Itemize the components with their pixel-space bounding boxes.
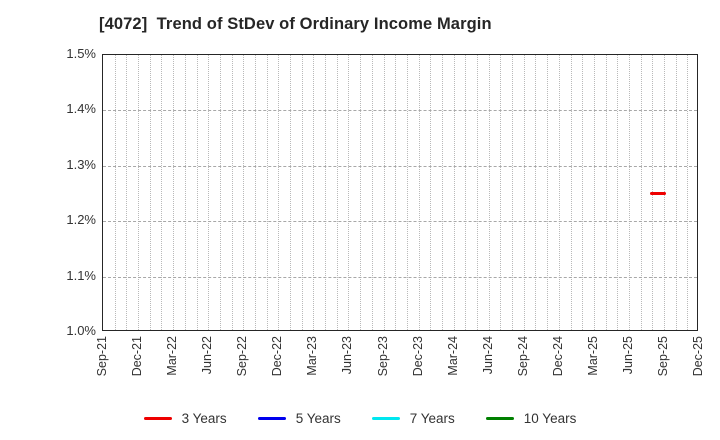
gridline-vertical [477, 55, 478, 330]
gridline-vertical [640, 55, 642, 330]
gridline-vertical [173, 55, 175, 330]
plot-area [102, 54, 698, 331]
gridline-vertical [254, 55, 256, 330]
gridline-vertical [418, 55, 420, 330]
legend-item-3-years: 3 Years [143, 410, 227, 426]
gridline-vertical [406, 55, 408, 330]
x-tick-label: Dec-23 [410, 336, 425, 377]
gridline-vertical [231, 55, 233, 330]
legend-item-7-years: 7 Years [371, 410, 455, 426]
x-tick-label: Jun-22 [200, 336, 215, 375]
gridline-vertical [126, 55, 128, 330]
gridline-vertical [360, 55, 362, 330]
gridline-vertical [184, 55, 186, 330]
legend-line-swatch [371, 416, 400, 420]
gridline-vertical [687, 55, 689, 330]
x-tick-label: Jun-25 [620, 336, 635, 375]
y-tick-label: 1.2% [66, 212, 96, 228]
y-tick-label: 1.3% [66, 156, 96, 172]
gridline-vertical [161, 55, 163, 330]
gridline-horizontal [103, 165, 697, 167]
gridline-vertical [114, 55, 116, 330]
gridline-horizontal [103, 221, 697, 223]
x-tick-label: Dec-25 [691, 336, 705, 377]
gridline-vertical [617, 55, 619, 330]
x-tick-label: Dec-22 [270, 336, 285, 377]
y-tick-label: 1.4% [66, 101, 96, 117]
gridline-vertical [290, 55, 291, 330]
gridline-vertical [547, 55, 549, 330]
gridline-vertical [430, 55, 432, 330]
legend: 3 Years 5 Years 7 Years 10 Years [0, 406, 720, 430]
series-line-3-years [650, 192, 666, 195]
gridline-vertical [383, 55, 385, 330]
gridline-vertical [523, 55, 525, 330]
legend-line-swatch [143, 416, 172, 420]
gridline-vertical [441, 55, 443, 330]
gridline-vertical [138, 55, 140, 330]
legend-label: 5 Years [295, 410, 341, 426]
y-tick-label: 1.5% [66, 46, 96, 61]
x-tick-label: Mar-25 [585, 336, 600, 376]
gridline-horizontal [103, 276, 697, 278]
gridline-vertical [535, 55, 537, 330]
gridline-vertical [570, 55, 572, 330]
gridline-vertical [325, 55, 326, 330]
gridline-vertical [593, 55, 595, 330]
chart-title: [4072] Trend of StDev of Ordinary Income… [99, 15, 492, 33]
x-tick-label: Jun-23 [340, 336, 355, 375]
legend-line-swatch [257, 416, 286, 420]
x-tick-label: Sep-24 [515, 336, 530, 377]
gridline-vertical [453, 55, 455, 330]
legend-label: 10 Years [523, 410, 577, 426]
gridline-vertical [558, 55, 560, 330]
y-tick-label: 1.1% [66, 267, 96, 283]
gridline-vertical [371, 55, 373, 330]
gridline-vertical [266, 55, 268, 330]
gridline-vertical [605, 55, 607, 330]
x-tick-label: Sep-22 [235, 336, 250, 377]
x-tick-label: Sep-25 [655, 336, 670, 377]
y-tick-label: 1.0% [66, 323, 96, 338]
gridline-vertical [628, 55, 630, 330]
gridline-vertical [465, 55, 467, 330]
x-tick-label: Mar-22 [165, 336, 180, 376]
legend-label: 3 Years [181, 410, 227, 426]
gridline-vertical [395, 55, 397, 330]
gridline-vertical [301, 55, 303, 330]
x-tick-label: Mar-23 [305, 336, 320, 376]
x-tick-label: Dec-24 [550, 336, 565, 377]
legend-item-5-years: 5 Years [257, 410, 341, 426]
gridline-vertical [278, 55, 280, 330]
gridline-vertical [313, 55, 315, 330]
gridline-vertical [336, 55, 338, 330]
x-tick-label: Sep-21 [95, 336, 109, 377]
x-tick-label: Dec-21 [130, 336, 145, 377]
gridline-vertical [149, 55, 151, 330]
gridline-vertical [500, 55, 502, 330]
gridline-vertical [582, 55, 584, 330]
gridline-vertical [243, 55, 245, 330]
gridline-vertical [196, 55, 198, 330]
gridline-vertical [675, 55, 677, 330]
gridline-vertical [219, 55, 221, 330]
gridline-vertical [208, 55, 210, 330]
x-tick-label: Mar-24 [445, 336, 460, 376]
x-tick-label: Sep-23 [375, 336, 390, 377]
legend-label: 7 Years [409, 410, 455, 426]
gridline-vertical [348, 55, 350, 330]
x-tick-label: Jun-24 [480, 336, 495, 375]
gridline-vertical [488, 55, 490, 330]
legend-line-swatch [485, 416, 514, 420]
legend-item-10-years: 10 Years [485, 410, 577, 426]
gridline-horizontal [103, 110, 697, 112]
gridline-vertical [512, 55, 513, 330]
